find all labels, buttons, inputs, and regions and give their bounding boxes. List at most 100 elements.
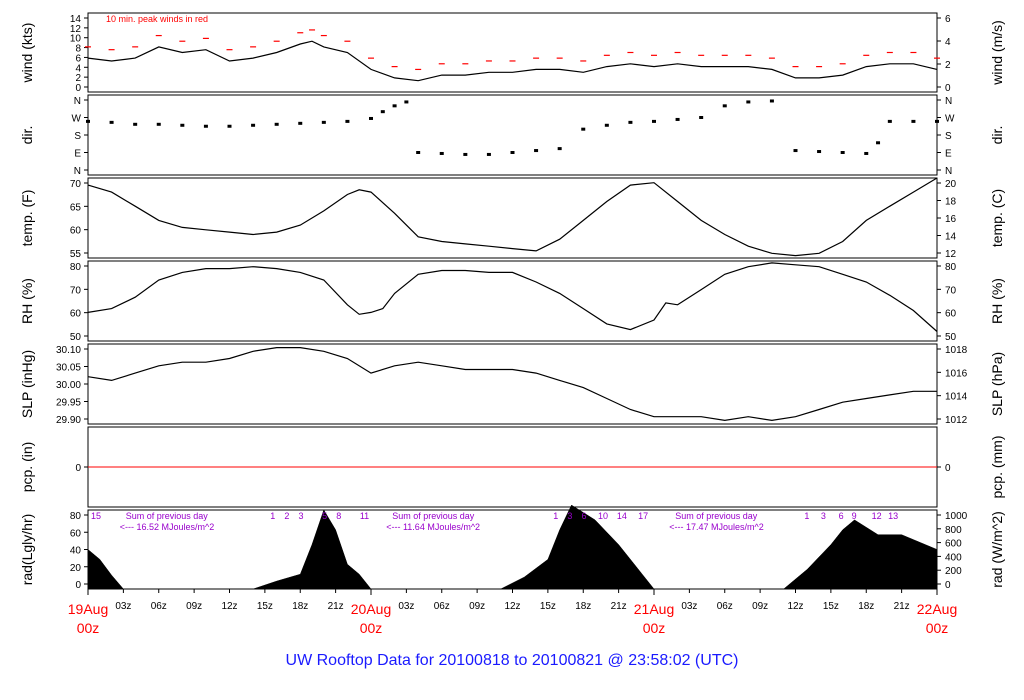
rad-hour-marker: 14 (617, 511, 627, 521)
dir-point (604, 123, 609, 127)
dir-right-tick-label: S (945, 131, 952, 142)
rh-left-tick-label: 70 (70, 285, 82, 296)
rad-hour-marker: 3 (299, 511, 304, 521)
slp-left-tick-label: 30.00 (56, 380, 81, 391)
x-date-time-label: 00z (77, 620, 100, 636)
rad-right-tick-label: 1000 (945, 511, 968, 522)
rh-right-axis-label: RH (%) (989, 278, 1005, 324)
wind-right-axis-label: wind (m/s) (989, 20, 1005, 86)
temp-frame (87, 177, 938, 259)
rad-hour-marker: 1 (804, 511, 809, 521)
rad-hour-marker: 8 (336, 511, 341, 521)
rh-series-line (87, 262, 938, 332)
rh-left-tick-label: 80 (70, 262, 82, 273)
slp-left-axis-label: SLP (inHg) (19, 350, 35, 418)
dir-right-tick-label: N (945, 96, 952, 107)
chart-footer-title: UW Rooftop Data for 20100818 to 20100821… (285, 652, 739, 669)
rad-hour-marker: 11 (360, 511, 369, 521)
rad-hour-marker: 3 (567, 511, 572, 521)
rad-hour-marker: 10 (598, 511, 608, 521)
slp-right-tick-label: 1014 (945, 392, 968, 403)
x-tick-label: 21z (328, 601, 344, 612)
dir-point (274, 122, 279, 126)
dir-left-tick-label: N (74, 96, 81, 107)
slp-right-tick-label: 1016 (945, 368, 968, 379)
pcp-right-axis-label: pcp. (mm) (989, 436, 1005, 499)
dir-point (746, 100, 751, 104)
dir-point (227, 124, 232, 128)
pcp-left-axis-label: pcp. (in) (19, 442, 35, 493)
rad-daily-sum-value: <--- 16.52 MJoules/m^2 (120, 522, 215, 532)
rad-daily-sum-title: Sum of previous day (126, 511, 209, 521)
rad-left-tick-label: 40 (70, 546, 82, 557)
x-tick-label: 06z (434, 601, 450, 612)
slp-right-tick-label: 1012 (945, 415, 968, 426)
rad-hour-marker: 3 (821, 511, 826, 521)
temp-right-tick-label: 20 (945, 179, 957, 190)
rh-right-tick-label: 70 (945, 285, 957, 296)
dir-point (864, 151, 869, 155)
slp-left-tick-label: 29.90 (56, 415, 81, 426)
temp-right-tick-label: 12 (945, 249, 957, 260)
slp-series-line (87, 347, 937, 422)
dir-point (486, 152, 491, 156)
wind-left-tick-label: 12 (70, 24, 82, 35)
dir-left-axis-label: dir. (19, 126, 35, 145)
rad-left-axis-label: rad(Lgly/hr) (19, 514, 35, 586)
x-tick-label: 15z (823, 601, 839, 612)
dir-point (109, 120, 114, 124)
rh-left-tick-label: 60 (70, 309, 82, 320)
temp-left-axis-label: temp. (F) (19, 190, 35, 247)
rad-right-tick-label: 200 (945, 566, 962, 577)
slp-right-tick-label: 1018 (945, 345, 968, 356)
dir-point (510, 151, 515, 154)
dir-frame (87, 94, 938, 176)
wind-left-tick-label: 10 (70, 34, 82, 45)
rh-left-tick-label: 50 (70, 332, 82, 343)
x-tick-label: 15z (540, 601, 556, 612)
x-tick-label: 03z (681, 601, 697, 612)
dir-point (817, 150, 822, 154)
x-tick-label: 18z (858, 601, 874, 612)
dir-point (887, 119, 892, 123)
rad-daily-sum-title: Sum of previous day (675, 511, 758, 521)
x-tick-label: 03z (115, 601, 131, 612)
rad-left-tick-label: 80 (70, 511, 82, 522)
dir-point (911, 119, 916, 123)
x-tick-label: 12z (504, 601, 520, 612)
dir-point (180, 123, 185, 127)
slp-right-axis-label: SLP (hPa) (989, 352, 1005, 416)
rad-hour-marker: 17 (638, 511, 648, 521)
wind-left-tick-label: 8 (75, 44, 81, 55)
wind-series-line (87, 40, 938, 82)
x-tick-label: 09z (186, 601, 202, 612)
dir-point (675, 117, 680, 121)
wind-right-tick-label: 6 (945, 14, 951, 25)
x-tick-label: 09z (752, 601, 768, 612)
x-tick-label: 12z (221, 601, 237, 612)
dir-right-axis-label: dir. (989, 126, 1005, 145)
rad-hour-marker: 9 (852, 511, 857, 521)
x-tick-label: 18z (292, 601, 308, 612)
rh-right-tick-label: 50 (945, 332, 957, 343)
dir-left-tick-label: N (74, 166, 81, 177)
dir-point (557, 147, 562, 151)
dir-point (439, 151, 444, 155)
x-tick-label: 06z (151, 601, 167, 612)
rh-right-tick-label: 80 (945, 262, 957, 273)
dir-point (251, 123, 256, 127)
dir-point (652, 119, 656, 123)
dir-point (416, 151, 421, 154)
rad-right-tick-label: 800 (945, 525, 962, 536)
dir-right-tick-label: W (945, 114, 955, 125)
dir-point (404, 100, 409, 104)
rad-left-tick-label: 0 (75, 580, 81, 591)
dir-point (699, 116, 704, 119)
dir-point (380, 110, 385, 114)
x-tick-label: 09z (469, 601, 485, 612)
wind-left-tick-label: 6 (75, 53, 81, 64)
x-tick-label: 21z (894, 601, 910, 612)
wind-right-tick-label: 0 (945, 83, 951, 94)
dir-point (463, 152, 468, 156)
